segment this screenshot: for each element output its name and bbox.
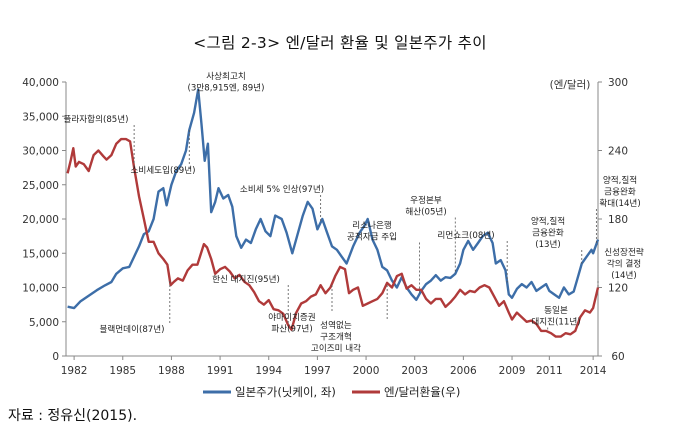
x-tick-label: 1997 bbox=[304, 365, 331, 377]
annotation-label: 파산(97년) bbox=[271, 324, 312, 335]
annotation-label: 사상최고치 bbox=[206, 71, 246, 82]
annotation-label: 구조개혁 bbox=[320, 332, 352, 343]
annotation-label: 소비세 5% 인상(97년) bbox=[240, 184, 324, 195]
y-right-tick-label: 120 bbox=[608, 283, 628, 295]
annotation-label: (3만8,915엔, 89년) bbox=[188, 83, 265, 94]
y-right-tick-label: 180 bbox=[608, 214, 628, 226]
x-tick-label: 1985 bbox=[109, 365, 136, 377]
legend: 일본주가(닛케이, 좌) 엔/달러환율(우) bbox=[203, 385, 460, 399]
x-tick-label: 2003 bbox=[401, 365, 428, 377]
axes: 0 5,000 10,000 15,000 20,000 25,000 30,000 35,0… bbox=[22, 77, 628, 377]
x-tick-label: 1994 bbox=[255, 365, 282, 377]
y-left-tick-label: 35,000 bbox=[22, 111, 59, 123]
annotation-label: 금융완화 bbox=[604, 187, 636, 198]
y-left-tick-label: 0 bbox=[52, 351, 59, 363]
annotation-layer: 사상최고치(3만8,915엔, 89년) 플라자합의(85년) 소비세도입(89년)… bbox=[63, 71, 643, 354]
x-tick-label: 2011 bbox=[536, 365, 563, 377]
y-right-tick-label: 300 bbox=[608, 77, 628, 89]
y-left-tick-label: 15,000 bbox=[22, 248, 59, 260]
annotation-label: 양적,질적 bbox=[603, 174, 637, 186]
annotation-label: (13년) bbox=[535, 239, 561, 250]
x-tick-label: 2000 bbox=[353, 365, 380, 377]
annotation-label: 야마이치증권 bbox=[268, 311, 315, 323]
annotation-label: 해산(05년) bbox=[405, 207, 446, 218]
legend-entry: 일본주가(닛케이, 좌) bbox=[235, 385, 336, 399]
annotation-label: 리소나은행 bbox=[352, 219, 392, 231]
annotation-label: 고이즈미 내각 bbox=[311, 342, 361, 354]
annotation-label: 공적자금 주입 bbox=[347, 231, 397, 243]
y-right-tick-label: 60 bbox=[611, 351, 624, 363]
x-tick-label: 1988 bbox=[158, 365, 185, 377]
series-line-stock bbox=[67, 88, 600, 310]
annotation-label: 플라자합의(85년) bbox=[63, 114, 128, 125]
annotation-label: 블랙먼데이(87년) bbox=[99, 324, 164, 335]
annotation-label: 동일본 bbox=[544, 305, 568, 316]
annotation-label: 금융완화 bbox=[532, 228, 564, 239]
legend-entry: 엔/달러환율(우) bbox=[384, 385, 460, 399]
annotation-label: 한신 대지진(95년) bbox=[212, 274, 280, 285]
source-note: 자료 : 정유신(2015). bbox=[8, 408, 138, 424]
x-tick-label: 1991 bbox=[207, 365, 234, 377]
y-left-tick-label: 20,000 bbox=[22, 214, 59, 226]
y-left-tick-label: 25,000 bbox=[22, 180, 59, 192]
y-right-axis-label: (엔/달러) bbox=[550, 79, 591, 91]
x-tick-label: 2014 bbox=[580, 365, 607, 377]
series-line-yen bbox=[66, 137, 600, 338]
annotation-label: 확대(14년) bbox=[599, 197, 640, 209]
annotation-label: 소비세도입(89년) bbox=[130, 165, 195, 176]
annotation-label: 신성장전략 bbox=[604, 246, 644, 258]
y-left-tick-label: 5,000 bbox=[29, 317, 59, 329]
annotation-label: 양적,질적 bbox=[531, 215, 565, 227]
chart-title: <그림 2-3> 엔/달러 환율 및 일본주가 추이 bbox=[193, 34, 487, 52]
chart: 0 5,000 10,000 15,000 20,000 25,000 30,000 35,0… bbox=[22, 71, 644, 399]
x-tick-label: 1982 bbox=[61, 365, 88, 377]
y-left-tick-label: 30,000 bbox=[22, 146, 59, 158]
series-layer bbox=[66, 88, 600, 338]
x-tick-label: 2006 bbox=[450, 365, 477, 377]
annotation-label: 리먼쇼크(08년) bbox=[437, 230, 494, 241]
annotation-label: 성역없는 bbox=[320, 320, 352, 331]
annotation-label: 대지진(11년) bbox=[531, 317, 580, 328]
annotation-label: 각의 결정 bbox=[607, 258, 641, 270]
x-tick-label: 2009 bbox=[499, 365, 526, 377]
y-right-tick-label: 240 bbox=[608, 146, 628, 158]
y-left-tick-label: 10,000 bbox=[22, 283, 59, 295]
annotation-label: 우정본부 bbox=[410, 195, 442, 206]
annotation-label: (14년) bbox=[611, 270, 637, 281]
y-left-tick-label: 40,000 bbox=[22, 77, 59, 89]
